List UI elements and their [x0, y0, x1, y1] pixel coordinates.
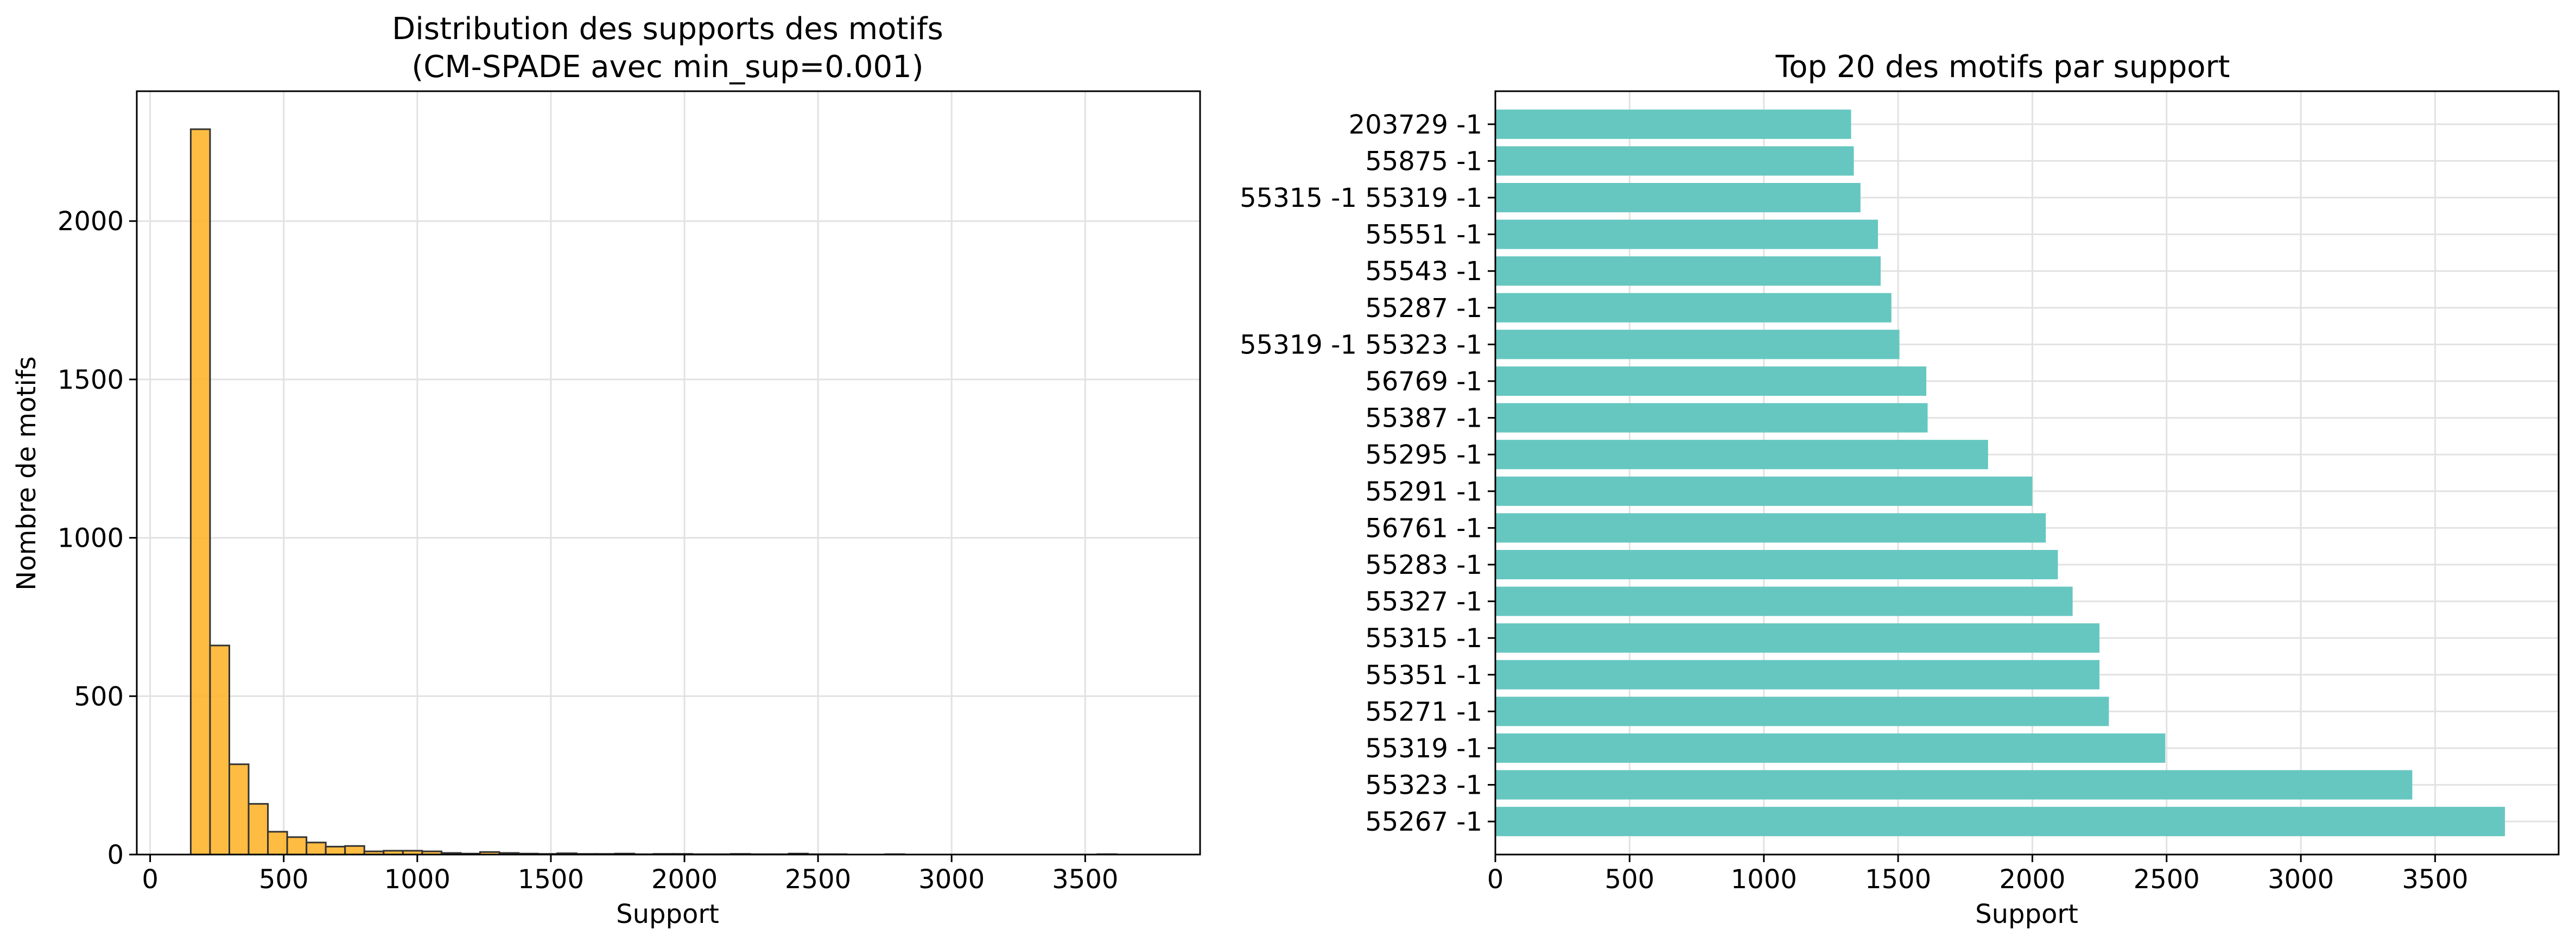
histogram-title-line-1: Distribution des supports des motifs	[392, 11, 943, 47]
histogram-grid	[137, 91, 1200, 856]
top20-y-tick-label: 55323 -1	[1365, 770, 1482, 801]
top20-y-tick-label: 56761 -1	[1365, 513, 1482, 543]
top20-bar	[1495, 146, 1854, 176]
top20-y-tick-label: 55315 -1 55319 -1	[1240, 183, 1482, 213]
histogram-x-ticks: 0 500 1000 1500 2000 2500 3000 3500	[142, 855, 1118, 895]
histogram-y-tick-label: 0	[107, 840, 124, 870]
top20-bar	[1495, 807, 2505, 837]
top20-y-tick-label: 55295 -1	[1365, 440, 1482, 470]
histogram-y-ticks: 0 500 1000 1500 2000	[58, 206, 137, 870]
histogram-x-tick-label: 2500	[785, 864, 851, 895]
histogram-bar	[189, 128, 211, 856]
top20-x-tick-label: 0	[1487, 864, 1504, 895]
top20-x-tick-label: 1000	[1731, 864, 1797, 895]
histogram-bar	[325, 845, 346, 856]
top20-bar	[1495, 549, 2058, 580]
top20-y-tick-label: 55327 -1	[1365, 587, 1482, 617]
top20-y-tick-label: 55551 -1	[1365, 220, 1482, 250]
top20-y-tick-label: 55875 -1	[1365, 146, 1482, 176]
top20-y-tick-label: 203729 -1	[1349, 110, 1482, 140]
histogram-bar	[267, 831, 288, 856]
histogram-x-tick-label: 500	[259, 864, 309, 895]
histogram-bar	[248, 803, 269, 856]
top20-y-ticks: 55267 -1 55323 -1 55319 -1 55271 -1 55351 -1…	[1240, 110, 1495, 837]
top20-title: Top 20 des motifs par support	[1775, 49, 2230, 85]
histogram-chart: Distribution des supports des motifs (CM…	[11, 11, 1201, 929]
top20-x-tick-label: 2000	[1999, 864, 2065, 895]
top20-y-tick-label: 55271 -1	[1365, 697, 1482, 727]
top20-y-tick-label: 55387 -1	[1365, 403, 1482, 434]
top20-bar	[1495, 256, 1881, 286]
histogram-y-tick-label: 500	[74, 681, 124, 712]
top20-bars	[1495, 109, 2505, 837]
top20-bar	[1495, 403, 1928, 433]
top20-bar	[1495, 366, 1926, 396]
top20-y-tick-label: 55267 -1	[1365, 807, 1482, 837]
top20-bar	[1495, 440, 1988, 470]
top20-y-tick-label: 55287 -1	[1365, 293, 1482, 324]
top20-x-tick-label: 3000	[2268, 864, 2334, 895]
top20-bar	[1495, 182, 1861, 213]
histogram-bar	[229, 763, 250, 856]
histogram-title-line-2: (CM-SPADE avec min_sup=0.001)	[411, 49, 923, 85]
histogram-y-tick-label: 1500	[58, 365, 124, 395]
top20-bar	[1495, 513, 2046, 543]
top20-y-tick-label: 55351 -1	[1365, 660, 1482, 691]
top20-x-axis-label: Support	[1975, 899, 2078, 929]
top20-x-tick-label: 2500	[2134, 864, 2200, 895]
histogram-y-axis-label: Nombre de motifs	[11, 356, 42, 590]
histogram-x-tick-label: 0	[142, 864, 158, 895]
top20-bar	[1495, 733, 2166, 763]
top20-y-tick-label: 55315 -1	[1365, 623, 1482, 654]
histogram-x-tick-label: 3000	[918, 864, 985, 895]
histogram-bar	[344, 845, 365, 856]
top20-y-tick-label: 55543 -1	[1365, 256, 1482, 287]
top20-bar	[1495, 476, 2033, 506]
histogram-x-tick-label: 1000	[384, 864, 451, 895]
top20-y-tick-label: 55283 -1	[1365, 550, 1482, 580]
histogram-y-tick-label: 2000	[58, 206, 124, 237]
top20-bar	[1495, 697, 2109, 726]
top20-bar	[1495, 219, 1878, 249]
top20-bar	[1495, 330, 1900, 359]
top20-x-tick-label: 3500	[2402, 864, 2468, 895]
top20-bar	[1495, 586, 2073, 616]
top20-frame	[1494, 90, 2560, 856]
top20-bar	[1495, 660, 2100, 689]
top20-bar	[1495, 293, 1892, 322]
histogram-y-tick-label: 1000	[58, 523, 124, 554]
histogram-x-tick-label: 2000	[651, 864, 718, 895]
top20-x-tick-label: 500	[1605, 864, 1655, 895]
top20-x-tick-label: 1500	[1865, 864, 1931, 895]
histogram-x-tick-label: 3500	[1052, 864, 1118, 895]
top20-bar	[1495, 109, 1851, 139]
top20-y-tick-label: 55319 -1	[1365, 733, 1482, 764]
top20-bar-chart: Top 20 des motifs par support 0 500 1000 15…	[1240, 49, 2560, 929]
top20-y-tick-label: 55319 -1 55323 -1	[1240, 330, 1482, 360]
top20-bar	[1495, 623, 2100, 653]
histogram-bar	[209, 644, 231, 856]
histogram-x-axis-label: Support	[616, 899, 719, 929]
histogram-bar	[306, 842, 327, 856]
histogram-x-tick-label: 1500	[518, 864, 584, 895]
histogram-bars	[189, 128, 1118, 856]
top20-x-ticks: 0 500 1000 1500 2000 2500 3000 3500	[1487, 855, 2469, 895]
top20-y-tick-label: 56769 -1	[1365, 366, 1482, 397]
histogram-bar	[286, 836, 308, 856]
histogram-frame	[136, 90, 1201, 856]
top20-bar	[1495, 770, 2413, 800]
top20-y-tick-label: 55291 -1	[1365, 477, 1482, 507]
